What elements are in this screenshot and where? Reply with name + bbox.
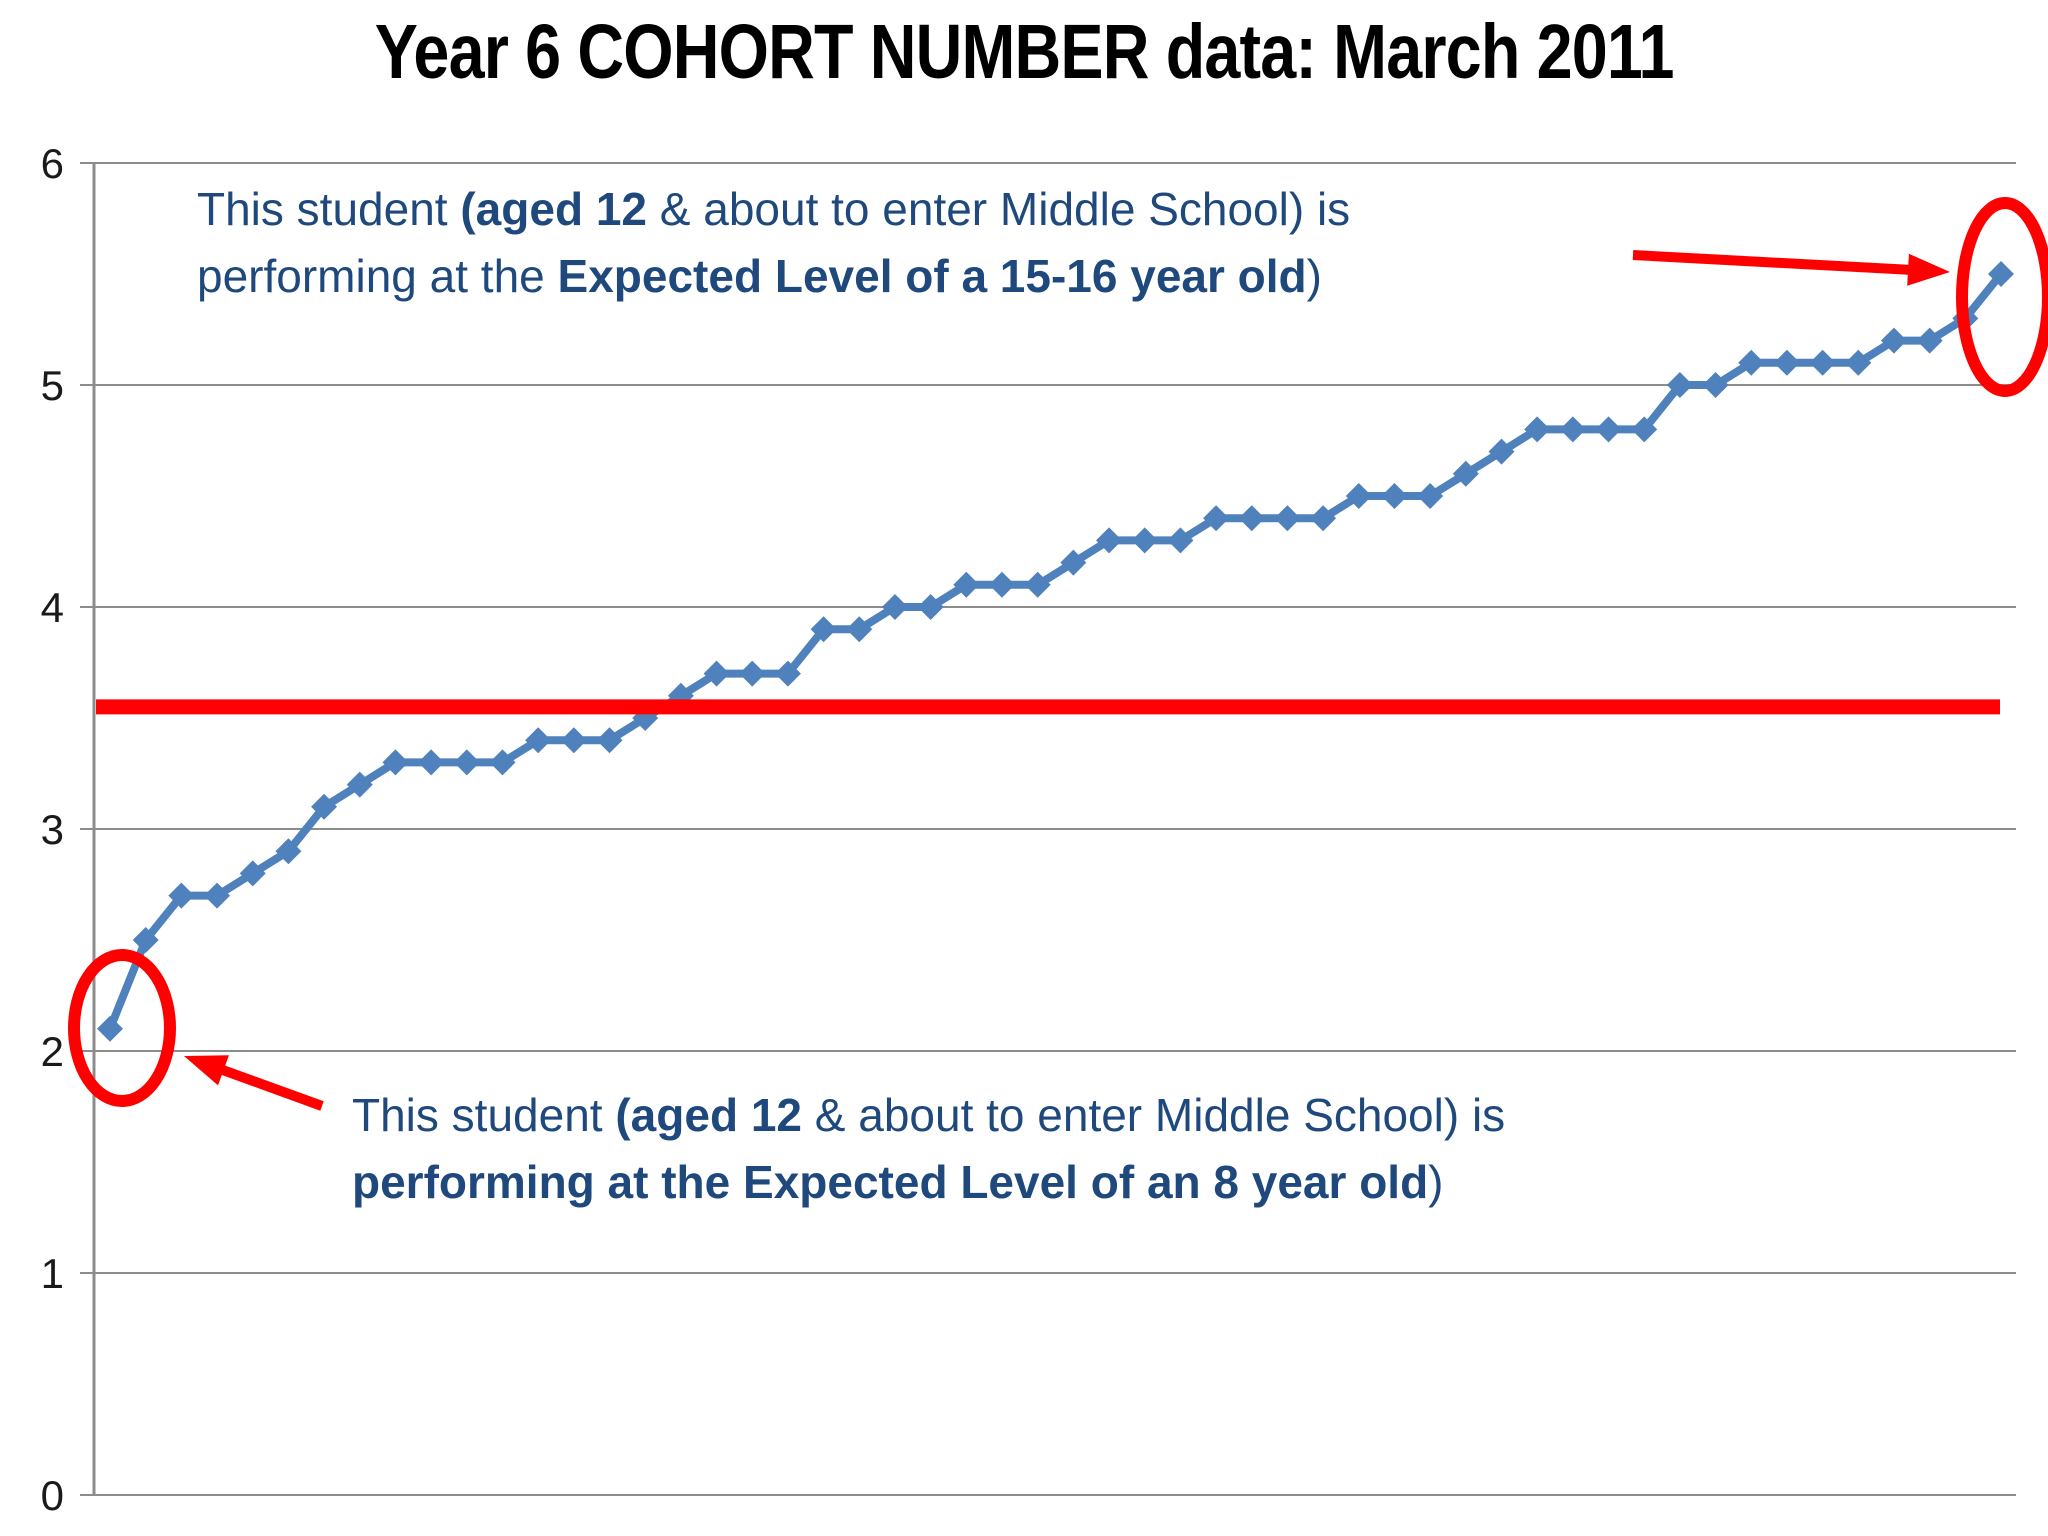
data-point-marker	[168, 882, 195, 909]
data-point-marker	[418, 749, 445, 776]
data-point-marker	[1880, 327, 1907, 354]
annotation-text-segment: & about to enter Middle School) is	[647, 183, 1351, 235]
annotation-text-segment: & about to enter Middle School) is	[802, 1089, 1506, 1141]
annotation-bottom-line2: performing at the Expected Level of an 8…	[352, 1149, 1505, 1216]
data-point-marker	[810, 616, 837, 643]
data-point-marker	[1203, 505, 1230, 532]
y-axis-label: 0	[41, 1472, 64, 1519]
data-point-marker	[596, 727, 623, 754]
data-point-marker	[774, 660, 801, 687]
annotation-top-line1: This student (aged 12 & about to enter M…	[197, 176, 1350, 243]
circle-lowest-student	[68, 949, 176, 1107]
arrow-to-highest-student-head	[1907, 253, 1950, 286]
data-point-marker	[1096, 527, 1123, 554]
data-point-marker	[881, 594, 908, 620]
data-point-marker	[239, 860, 266, 887]
annotation-bottom-line1: This student (aged 12 & about to enter M…	[352, 1082, 1505, 1149]
data-point-marker	[1702, 372, 1729, 398]
data-point-marker	[739, 660, 766, 687]
annotation-top-student: This student (aged 12 & about to enter M…	[197, 176, 1350, 310]
data-point-marker	[1809, 349, 1836, 376]
data-point-marker	[1381, 483, 1408, 509]
annotation-text-segment: (aged 12	[615, 1089, 802, 1141]
chart-title-text: Year 6 COHORT NUMBER data: March 2011	[374, 9, 1675, 95]
y-axis-label: 4	[41, 584, 64, 631]
annotation-top-line2: performing at the Expected Level of a 15…	[197, 243, 1350, 310]
annotation-text-segment: )	[1306, 250, 1322, 302]
data-point-marker	[1845, 349, 1872, 376]
arrow-to-lowest-student-head	[184, 1055, 229, 1086]
annotation-text-segment: Expected Level of a 15-16 year old	[557, 250, 1307, 302]
data-point-marker	[1417, 483, 1444, 509]
arrow-to-highest-student-shaft	[1632, 250, 1917, 276]
data-point-marker	[988, 571, 1015, 598]
annotation-bottom-student: This student (aged 12 & about to enter M…	[352, 1082, 1505, 1216]
y-axis-label: 1	[41, 1250, 64, 1297]
data-point-marker	[1345, 483, 1372, 509]
data-point-marker	[1773, 349, 1800, 376]
data-point-marker	[1167, 527, 1194, 554]
data-point-marker	[560, 727, 587, 754]
data-point-marker	[953, 571, 980, 598]
data-point-marker	[1452, 460, 1479, 487]
data-point-marker	[311, 793, 338, 820]
data-point-marker	[132, 927, 159, 953]
data-point-marker	[204, 882, 231, 909]
data-point-marker	[489, 749, 516, 776]
arrow-to-lowest-student-shaft	[214, 1062, 324, 1111]
data-point-marker	[1631, 416, 1658, 443]
annotation-text-segment: This student	[352, 1089, 616, 1141]
chart-title: Year 6 COHORT NUMBER data: March 2011	[0, 8, 2048, 97]
y-axis-label: 6	[41, 140, 64, 187]
y-axis-label: 5	[41, 362, 64, 409]
y-axis-label: 3	[41, 806, 64, 853]
data-point-marker	[703, 660, 730, 687]
data-point-marker	[1310, 505, 1337, 532]
data-point-marker	[525, 727, 552, 754]
data-point-marker	[1916, 327, 1943, 354]
data-point-marker	[917, 594, 944, 620]
data-point-marker	[1274, 505, 1301, 532]
data-point-marker	[1524, 416, 1551, 443]
data-point-marker	[1559, 416, 1586, 443]
circle-highest-student	[1956, 197, 2048, 397]
annotation-text-segment: performing at the	[197, 250, 558, 302]
data-point-marker	[1060, 549, 1087, 576]
data-point-marker	[846, 616, 873, 643]
data-point-marker	[1131, 527, 1158, 554]
annotation-text-segment: (aged 12	[460, 183, 647, 235]
data-point-marker	[382, 749, 409, 776]
y-axis-label: 2	[41, 1028, 64, 1075]
data-point-marker	[275, 838, 302, 865]
data-point-marker	[1988, 261, 2014, 287]
annotation-text-segment: )	[1428, 1156, 1444, 1208]
data-point-marker	[1238, 505, 1265, 532]
data-point-marker	[1595, 416, 1622, 443]
data-point-marker	[346, 771, 373, 798]
data-point-marker	[453, 749, 480, 776]
annotation-text-segment: This student	[197, 183, 461, 235]
data-point-marker	[97, 1015, 123, 1042]
data-point-marker	[1666, 372, 1693, 398]
data-point-marker	[1488, 438, 1515, 465]
annotation-text-segment: performing at the Expected Level of an 8…	[352, 1156, 1429, 1208]
data-point-marker	[1738, 349, 1765, 376]
data-point-marker	[1024, 571, 1051, 598]
